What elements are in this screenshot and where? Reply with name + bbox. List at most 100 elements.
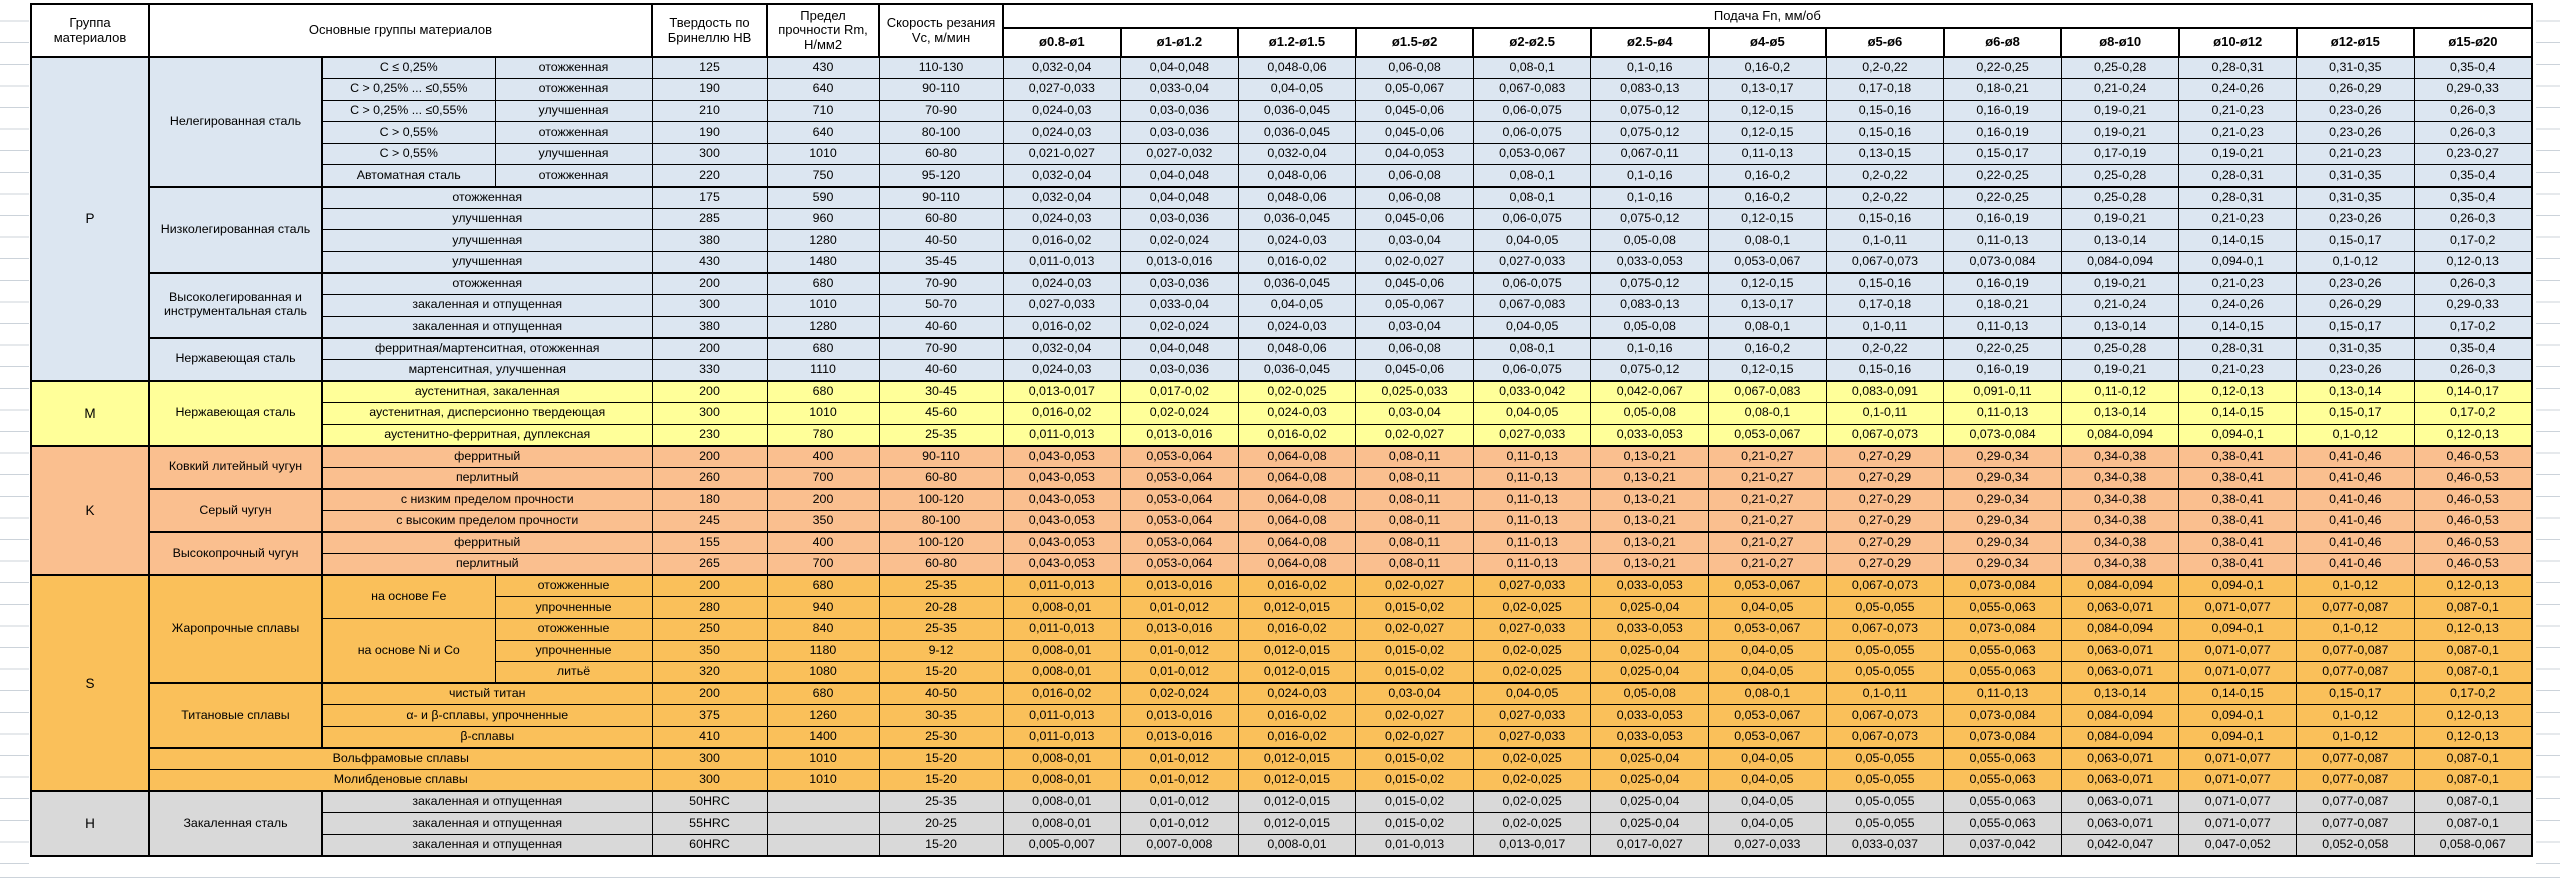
feed-value-cell[interactable]: 0,21-0,27: [1708, 444, 1827, 468]
feed-value-cell[interactable]: 0,012-0,015: [1237, 596, 1357, 619]
cutting-speed-value-cell[interactable]: 100-120: [878, 531, 1004, 555]
feed-value-cell[interactable]: 0,21-0,27: [1708, 553, 1827, 576]
feed-value-cell[interactable]: 0,15-0,17: [2296, 315, 2415, 339]
feed-value-cell[interactable]: 0,13-0,14: [2296, 379, 2415, 403]
feed-value-cell[interactable]: 0,055-0,063: [1943, 747, 2062, 771]
feed-value-cell[interactable]: 0,063-0,071: [2060, 790, 2180, 814]
feed-value-cell[interactable]: 0,04-0,05: [1708, 812, 1827, 835]
cutting-speed-value-cell[interactable]: 70-90: [878, 336, 1004, 360]
feed-value-cell[interactable]: 0,077-0,087: [2296, 769, 2415, 792]
feed-value-cell[interactable]: 0,024-0,03: [1002, 358, 1122, 382]
feed-value-cell[interactable]: 0,16-0,2: [1708, 56, 1827, 80]
feed-diameter-header[interactable]: ø2.5-ø4: [1589, 27, 1710, 58]
material-subtype-cell[interactable]: C > 0,55%: [321, 142, 496, 166]
feed-value-cell[interactable]: 0,03-0,036: [1120, 358, 1239, 382]
feed-value-cell[interactable]: 0,31-0,35: [2296, 185, 2415, 209]
feed-value-cell[interactable]: 0,011-0,013: [1002, 250, 1122, 274]
treatment-cell[interactable]: отожженные: [494, 617, 653, 641]
strength-value-cell[interactable]: 1010: [766, 294, 880, 317]
feed-value-cell[interactable]: 0,053-0,067: [1708, 725, 1827, 749]
feed-value-cell[interactable]: 0,46-0,53: [2413, 509, 2533, 533]
feed-value-cell[interactable]: 0,04-0,05: [1708, 639, 1827, 663]
material-subtype-cell[interactable]: Вольфрамовые сплавы: [148, 747, 653, 771]
feed-diameter-header[interactable]: ø2-ø2.5: [1472, 27, 1592, 58]
feed-value-cell[interactable]: 0,015-0,02: [1355, 790, 1474, 814]
feed-value-cell[interactable]: 0,02-0,027: [1355, 704, 1474, 727]
feed-value-cell[interactable]: 0,015-0,02: [1355, 639, 1474, 663]
hardness-value-cell[interactable]: 200: [651, 271, 768, 296]
cutting-speed-value-cell[interactable]: 35-45: [878, 250, 1004, 274]
material-subtype-cell[interactable]: C > 0,25% ... ≤0,55%: [321, 78, 496, 101]
cutting-speed-value-cell[interactable]: 25-35: [878, 617, 1004, 641]
feed-value-cell[interactable]: 0,1-0,11: [1825, 402, 1945, 425]
feed-value-cell[interactable]: 0,06-0,08: [1355, 185, 1474, 209]
feed-value-cell[interactable]: 0,02-0,025: [1472, 812, 1592, 835]
material-subtype-cell[interactable]: закаленная и отпущенная: [321, 812, 653, 835]
feed-value-cell[interactable]: 0,26-0,29: [2296, 294, 2415, 317]
feed-value-cell[interactable]: 0,16-0,2: [1708, 336, 1827, 360]
feed-value-cell[interactable]: 0,19-0,21: [2060, 271, 2180, 296]
feed-value-cell[interactable]: 0,083-0,13: [1590, 78, 1710, 101]
feed-value-cell[interactable]: 0,14-0,15: [2178, 229, 2298, 252]
hardness-value-cell[interactable]: 280: [651, 596, 768, 619]
feed-value-cell[interactable]: 0,31-0,35: [2296, 164, 2415, 188]
feed-value-cell[interactable]: 0,013-0,017: [1472, 833, 1592, 857]
feed-value-cell[interactable]: 0,04-0,05: [1708, 747, 1827, 771]
material-name-cell[interactable]: Нержавеющая сталь: [148, 336, 323, 382]
feed-value-cell[interactable]: 0,06-0,075: [1472, 358, 1592, 382]
feed-value-cell[interactable]: 0,015-0,02: [1355, 769, 1474, 792]
feed-value-cell[interactable]: 0,071-0,077: [2178, 661, 2298, 684]
strength-value-cell[interactable]: 640: [766, 121, 880, 144]
feed-value-cell[interactable]: 0,036-0,045: [1237, 207, 1357, 231]
feed-value-cell[interactable]: 0,024-0,03: [1002, 99, 1122, 123]
strength-value-cell[interactable]: 200: [766, 487, 880, 511]
feed-value-cell[interactable]: 0,15-0,17: [1943, 142, 2062, 166]
strength-value-cell[interactable]: 780: [766, 423, 880, 447]
feed-value-cell[interactable]: 0,23-0,26: [2296, 358, 2415, 382]
strength-value-cell[interactable]: 400: [766, 531, 880, 555]
feed-value-cell[interactable]: 0,027-0,032: [1120, 142, 1239, 166]
feed-value-cell[interactable]: 0,032-0,04: [1002, 56, 1122, 80]
feed-value-cell[interactable]: 0,12-0,15: [1708, 358, 1827, 382]
hardness-value-cell[interactable]: 190: [651, 78, 768, 101]
feed-value-cell[interactable]: 0,063-0,071: [2060, 596, 2180, 619]
feed-value-cell[interactable]: 0,29-0,34: [1943, 531, 2062, 555]
treatment-cell[interactable]: отожженные: [494, 574, 653, 598]
feed-value-cell[interactable]: 0,032-0,04: [1002, 336, 1122, 360]
feed-value-cell[interactable]: 0,013-0,016: [1120, 574, 1239, 598]
feed-value-cell[interactable]: 0,016-0,02: [1002, 229, 1122, 252]
material-name-cell[interactable]: Закаленная сталь: [148, 790, 323, 857]
material-subtype-cell[interactable]: α- и β-сплавы, упрочненные: [321, 704, 653, 727]
material-subtype-cell[interactable]: C > 0,55%: [321, 121, 496, 144]
feed-value-cell[interactable]: 0,13-0,21: [1590, 444, 1710, 468]
feed-value-cell[interactable]: 0,01-0,012: [1120, 769, 1239, 792]
material-subtype-cell[interactable]: закаленная и отпущенная: [321, 833, 653, 857]
feed-value-cell[interactable]: 0,01-0,012: [1120, 790, 1239, 814]
feed-value-cell[interactable]: 0,027-0,033: [1472, 725, 1592, 749]
feed-value-cell[interactable]: 0,21-0,23: [2296, 142, 2415, 166]
strength-value-cell[interactable]: 640: [766, 78, 880, 101]
feed-value-cell[interactable]: 0,34-0,38: [2060, 487, 2180, 511]
strength-value-cell[interactable]: 1400: [766, 725, 880, 749]
feed-value-cell[interactable]: 0,033-0,053: [1590, 574, 1710, 598]
cutting-speed-value-cell[interactable]: 70-90: [878, 99, 1004, 123]
hardness-value-cell[interactable]: 300: [651, 142, 768, 166]
feed-value-cell[interactable]: 0,064-0,08: [1237, 553, 1357, 576]
cutting-speed-value-cell[interactable]: 30-45: [878, 379, 1004, 403]
hardness-value-cell[interactable]: 350: [651, 639, 768, 663]
cutting-speed-value-cell[interactable]: 25-35: [878, 790, 1004, 814]
material-subtype-cell[interactable]: Автоматная сталь: [321, 164, 496, 188]
feed-value-cell[interactable]: 0,055-0,063: [1943, 639, 2062, 663]
feed-value-cell[interactable]: 0,01-0,012: [1120, 747, 1239, 771]
feed-value-cell[interactable]: 0,08-0,1: [1708, 229, 1827, 252]
feed-value-cell[interactable]: 0,16-0,19: [1943, 271, 2062, 296]
feed-value-cell[interactable]: 0,048-0,06: [1237, 56, 1357, 80]
strength-value-cell[interactable]: 1280: [766, 315, 880, 339]
feed-value-cell[interactable]: 0,01-0,012: [1120, 661, 1239, 684]
material-subtype-cell[interactable]: улучшенная: [321, 207, 653, 231]
feed-value-cell[interactable]: 0,067-0,073: [1825, 704, 1945, 727]
feed-value-cell[interactable]: 0,02-0,024: [1120, 229, 1239, 252]
cutting-speed-value-cell[interactable]: 15-20: [878, 747, 1004, 771]
feed-value-cell[interactable]: 0,27-0,29: [1825, 444, 1945, 468]
feed-value-cell[interactable]: 0,04-0,05: [1708, 769, 1827, 792]
